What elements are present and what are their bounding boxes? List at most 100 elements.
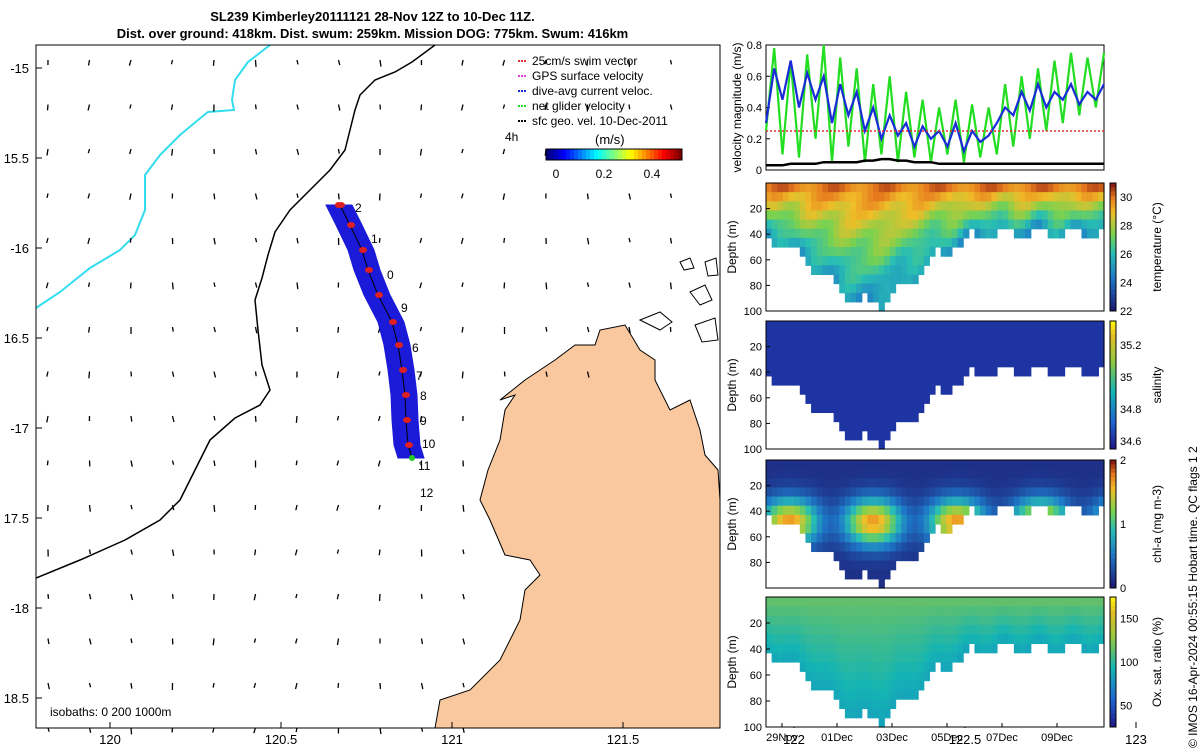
heatmap-cell (878, 265, 885, 276)
heatmap-cell (889, 597, 897, 607)
heatmap-cell (1070, 348, 1077, 359)
map-xtick-label: 122.5 (949, 732, 982, 747)
heatmap-cell (895, 228, 902, 239)
heatmap-cell (788, 201, 795, 212)
heatmap-cell (985, 366, 992, 377)
heatmap-cell (788, 219, 795, 230)
heatmap-cell (906, 662, 914, 672)
heatmap-cell (895, 366, 902, 377)
heatmap-cell (850, 183, 857, 193)
velocity-arrow (130, 415, 133, 422)
heatmap-cell (844, 183, 852, 193)
heatmap-cell (861, 183, 868, 193)
heatmap-cell (929, 321, 936, 331)
velocity-arrow (253, 682, 257, 689)
heatmap-cell (1064, 615, 1071, 626)
heatmap-cell (1064, 348, 1071, 359)
heatmap-cell (1042, 469, 1049, 479)
heatmap-cell (1036, 321, 1043, 331)
heatmap-cell (929, 524, 936, 534)
heatmap-cell (878, 321, 885, 331)
heatmap-cell (906, 524, 914, 534)
heatmap-cell (951, 606, 959, 617)
velocity-arrow (336, 593, 340, 600)
heatmap-cell (799, 228, 807, 239)
heatmap-cell (878, 524, 885, 534)
velocity-arrow (378, 504, 381, 510)
heatmap-cell (850, 634, 857, 645)
heatmap-cell (901, 330, 908, 340)
colorbar-cell (1110, 423, 1116, 429)
heatmap-cell (923, 210, 930, 221)
heatmap-cell (929, 652, 936, 663)
heatmap-cell (889, 366, 897, 377)
heatmap-cell (867, 210, 874, 221)
heatmap-cell (912, 496, 919, 507)
heatmap-cell (980, 634, 987, 645)
heatmap-cell (884, 533, 891, 543)
heatmap-cell (771, 357, 778, 368)
heatmap-cell (895, 237, 902, 248)
heatmap-panel-border (765, 596, 1105, 728)
heatmap-cell (766, 348, 773, 359)
heatmap-cell (889, 624, 897, 635)
velocity-ytick-label: 0.4 (747, 103, 762, 115)
colorbar-cell (1110, 477, 1116, 482)
heatmap-cell (771, 487, 778, 498)
heatmap-cell (918, 348, 925, 359)
heatmap-cell (811, 624, 818, 635)
heatmap-cell (850, 478, 857, 489)
heatmap-cell (827, 524, 835, 534)
heatmap-cell (923, 624, 930, 635)
heatmap-cell (788, 496, 795, 507)
heatmap-cell (782, 330, 790, 340)
heatmap-cell (912, 183, 919, 193)
colorbar-cell (1110, 570, 1116, 576)
heatmap-cell (856, 652, 863, 663)
heatmap-cell (923, 247, 930, 257)
heatmap-cell (850, 247, 857, 257)
heatmap-cell (929, 228, 936, 239)
heatmap-cell (912, 321, 919, 331)
heatmap-cell (985, 496, 992, 507)
heatmap-cell (844, 478, 852, 489)
velocity-arrow (420, 638, 424, 645)
heatmap-cell (1092, 624, 1099, 635)
heatmap-cell (895, 533, 902, 543)
heatmap-cell (957, 348, 964, 359)
heatmap-cell (805, 385, 812, 395)
heatmap-cell (861, 680, 868, 691)
heatmap-cell (980, 201, 987, 212)
heatmap-cell (946, 652, 953, 663)
heatmap-cell (856, 478, 863, 489)
velocity-ytick-label: 0.6 (747, 71, 762, 83)
heatmap-cell (771, 192, 778, 202)
heatmap-cell (895, 256, 902, 266)
heatmap-cell (794, 624, 801, 635)
velocity-arrow (336, 371, 340, 378)
heatmap-cell (833, 624, 840, 635)
velocity-arrow (586, 326, 590, 333)
track-label: 0 (387, 268, 394, 282)
heatmap-cell (991, 210, 998, 221)
heatmap-cell (1047, 210, 1054, 221)
heatmap-cell (935, 201, 942, 212)
heatmap-cell (923, 201, 930, 212)
colorbar-cell (1110, 251, 1116, 257)
colorbar-cell (646, 149, 651, 160)
track-label: 9 (401, 301, 408, 315)
heatmap-cell (873, 643, 880, 654)
heatmap-cell (884, 708, 891, 719)
heatmap-cell (951, 228, 959, 239)
heatmap-cell (1081, 487, 1088, 498)
colorbar-frame (1109, 182, 1117, 312)
heatmap-cell (923, 256, 930, 266)
heatmap-cell (895, 514, 902, 525)
velocity-ytick-label: 0 (756, 165, 762, 177)
heatmap-cell (906, 348, 914, 359)
heatmap-cell (923, 524, 930, 534)
heatmap-cell (901, 394, 908, 404)
heatmap-cell (895, 394, 902, 404)
heatmap-cell (940, 652, 947, 663)
heatmap-cell (844, 201, 852, 212)
